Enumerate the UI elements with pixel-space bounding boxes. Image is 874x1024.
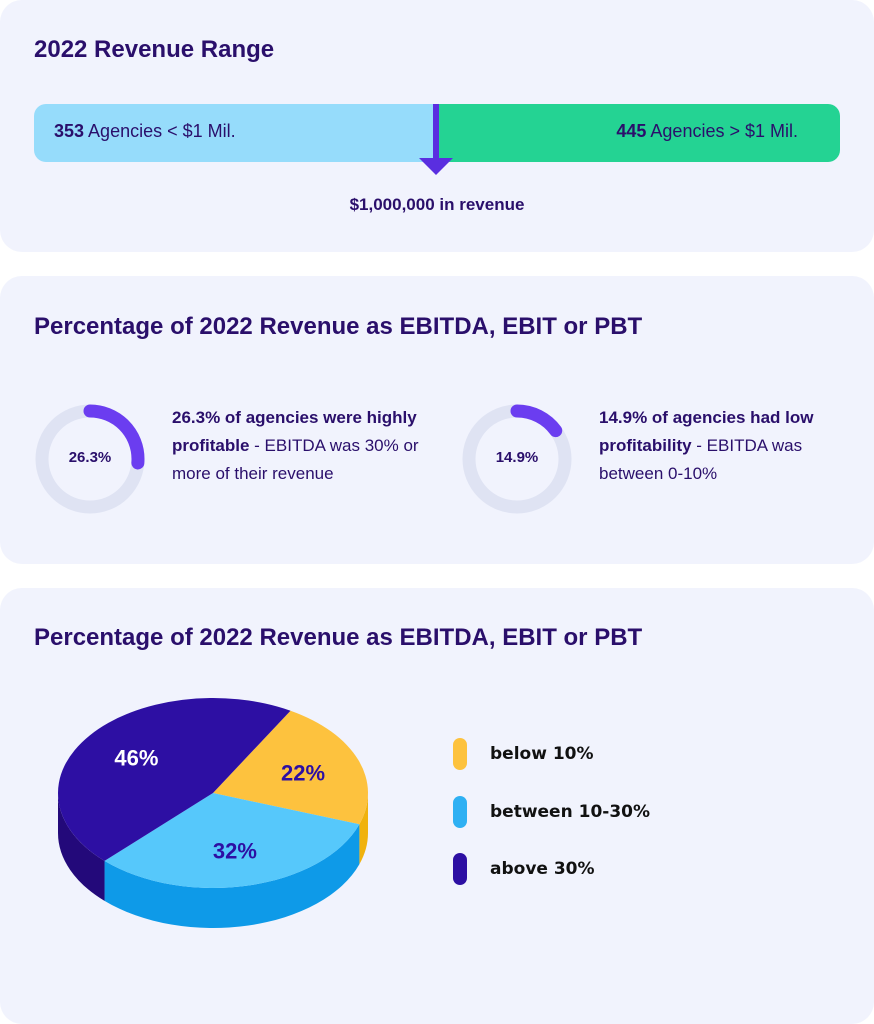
legend-swatch-above-30	[453, 853, 467, 885]
pie-side-above-30-	[58, 793, 105, 901]
bar-over-1m: 445 Agencies > $1 Mil.	[436, 104, 840, 162]
threshold-label: $1,000,000 in revenue	[349, 195, 525, 214]
pie-slice-above-30-	[57, 697, 291, 861]
progress-ring-low-profit: 14.9%	[461, 403, 573, 515]
pie-label-below-10-: 22%	[281, 760, 325, 785]
legend-label-between-10-30: between 10-30%	[490, 802, 651, 822]
revenue-range-title: 2022 Revenue Range	[34, 36, 275, 63]
progress-ring-high-profit: 26.3%	[34, 403, 146, 515]
high-profit-headline: 26.3% of agencies were highly profitable	[172, 408, 417, 455]
low-profit-description: 14.9% of agencies had low profitability …	[599, 404, 859, 488]
ring-low-profit-value: 14.9%	[495, 449, 539, 466]
legend-label-below-10: below 10%	[490, 744, 594, 764]
over-1m-count: 445	[616, 121, 647, 141]
high-profit-description: 26.3% of agencies were highly profitable…	[172, 404, 432, 488]
pie-label-above-30-: 46%	[114, 745, 158, 770]
pie-label-between-10-30-: 32%	[213, 838, 257, 863]
pie-side-below-10-	[359, 793, 368, 865]
legend-swatch-below-10	[453, 738, 467, 770]
bar-over-1m-label: 445 Agencies > $1 Mil.	[616, 121, 798, 142]
low-profit-headline: 14.9% of agencies had low profitability	[599, 408, 814, 455]
legend-label-above-30: above 30%	[490, 859, 595, 879]
pie-slice-below-10-	[213, 710, 368, 825]
down-arrow-icon	[419, 158, 453, 175]
low-profit-detail: - EBITDA was between 0-10%	[599, 436, 803, 483]
pie-side-between-10-30-	[104, 824, 360, 928]
breakdown-title: Percentage of 2022 Revenue as EBITDA, EB…	[34, 624, 643, 651]
revenue-range-card: 2022 Revenue Range 353 Agencies < $1 Mil…	[0, 0, 874, 252]
under-1m-text: Agencies < $1 Mil.	[84, 121, 236, 141]
bar-under-1m: 353 Agencies < $1 Mil.	[34, 104, 436, 162]
pie-slice-between-10-30-	[104, 793, 360, 888]
pie-chart: 22% 32% 46%	[57, 697, 368, 928]
ring-low-profit-svg	[462, 404, 572, 514]
legend-swatch-between-10-30	[453, 796, 467, 828]
ring-high-profit-svg	[35, 404, 145, 514]
threshold-marker-line	[433, 104, 439, 160]
over-1m-text: Agencies > $1 Mil.	[646, 121, 798, 141]
profitability-title: Percentage of 2022 Revenue as EBITDA, EB…	[34, 313, 643, 340]
ring-fill-low-profit	[462, 404, 572, 514]
ring-fill-high-profit	[35, 404, 145, 514]
under-1m-count: 353	[54, 121, 85, 141]
ring-high-profit-value: 26.3%	[68, 449, 112, 466]
bar-under-1m-label: 353 Agencies < $1 Mil.	[54, 121, 236, 142]
profitability-card: Percentage of 2022 Revenue as EBITDA, EB…	[0, 276, 874, 564]
high-profit-detail: - EBITDA was 30% or more of their revenu…	[172, 436, 419, 483]
